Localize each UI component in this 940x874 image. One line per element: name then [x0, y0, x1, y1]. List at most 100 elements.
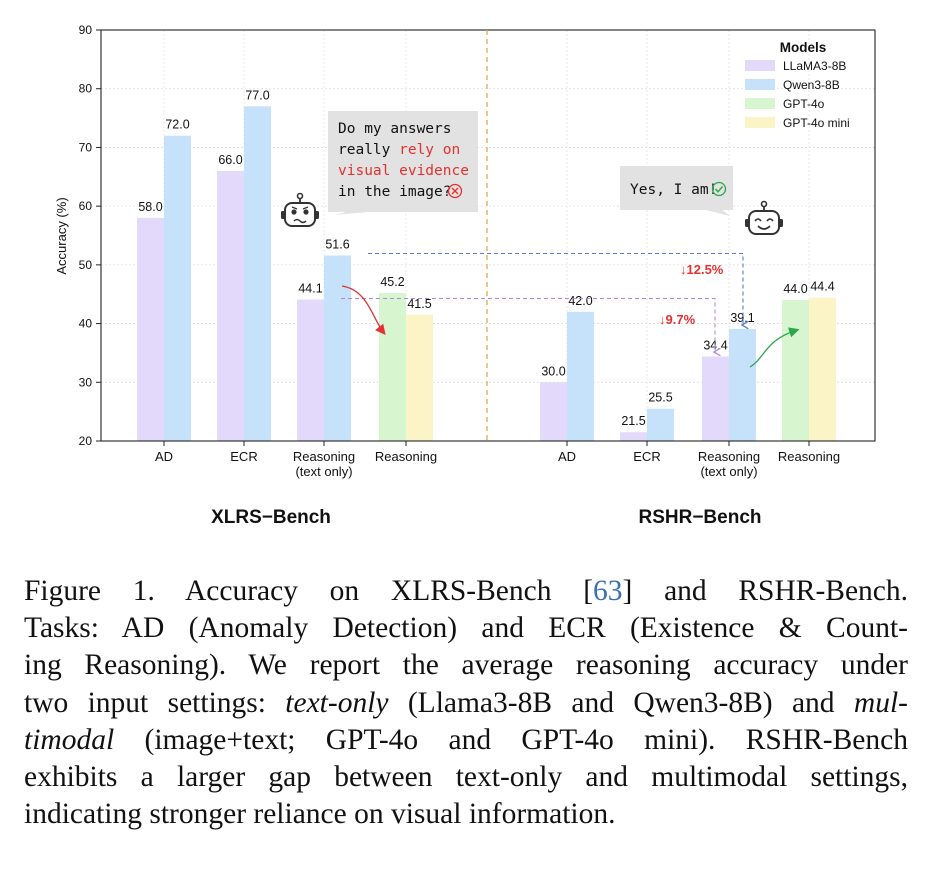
- bar-value-label: 58.0: [138, 200, 162, 214]
- bar-gpt-4o-mini: [406, 314, 433, 441]
- caption-line-7: indicating stronger reliance on visual i…: [24, 798, 616, 831]
- accuracy-figure: 58.0 72.0 66.0 77.0 44.1 51.6 45.241.5 30.0 42.0…: [54, 23, 876, 528]
- caption-line-2: Tasks: AD (Anomaly Detection) and ECR (E…: [24, 612, 908, 645]
- caption-line-6: exhibits a larger gap between text-only …: [24, 761, 908, 794]
- bar-llama3-8b: [137, 217, 164, 441]
- legend-swatch: [745, 117, 775, 128]
- caption-italic: text-only: [285, 686, 389, 719]
- y-tick-label: 30: [79, 375, 93, 389]
- llama-drop-label: ↓9.7%: [659, 312, 696, 327]
- plot-frame: [100, 29, 876, 442]
- legend-entry: Qwen3-8B: [783, 78, 840, 92]
- xlrs-bench-title: XLRS−Bench: [211, 507, 331, 528]
- x-category-label: Reasoning (text only): [293, 449, 355, 479]
- cross-circle-icon: [447, 183, 463, 199]
- y-axis: 20 30 40 50 60 70 80 90: [79, 23, 101, 448]
- bar-value-label: 21.5: [621, 414, 645, 428]
- y-tick-label: 60: [79, 199, 93, 213]
- check-circle-icon: [711, 181, 727, 197]
- bar-value-label: 44.0: [783, 282, 807, 296]
- worried-robot-icon: [281, 192, 319, 227]
- bars: [137, 106, 836, 441]
- bar-value-label: 51.6: [325, 237, 349, 251]
- legend-swatch: [745, 98, 775, 109]
- legend-entry: GPT-4o mini: [783, 116, 850, 130]
- caption-text: (image+text; GPT-4o and GPT-4o mini). RS…: [114, 723, 908, 756]
- caption-italic: timodal: [24, 723, 115, 756]
- caption-text: Figure 1. Accuracy on XLRS-Bench [: [24, 575, 594, 607]
- llama-drop-connector: [341, 297, 715, 353]
- figure-caption: Figure 1. Accuracy on XLRS-Bench [63] an…: [24, 573, 908, 833]
- bubble-right-text: Yes, I am!: [630, 182, 717, 198]
- caption-italic: mul-: [853, 686, 908, 719]
- bar-value-label: 45.2: [380, 275, 404, 289]
- y-tick-label: 20: [79, 434, 93, 448]
- red-curved-arrow: [341, 285, 386, 336]
- bar-llama3-8b: [217, 170, 244, 441]
- bar-value-label: 30.0: [541, 364, 565, 378]
- speech-bubble-right: Yes, I am!: [620, 166, 733, 216]
- bar-value-labels: 58.0 72.0 66.0 77.0 44.1 51.6 45.241.5 30.0 42.0…: [138, 88, 834, 428]
- bubble-left-line4: in the image?: [338, 184, 452, 200]
- rshr-bench-title: RSHR−Bench: [639, 507, 762, 528]
- caption-line-1: Figure 1. Accuracy on XLRS-Bench [63] an…: [24, 573, 908, 610]
- x-category-label: Reasoning: [778, 449, 840, 464]
- bar-llama3-8b: [620, 432, 647, 441]
- speech-bubble-left: Do my answers really rely on visual evid…: [328, 111, 478, 215]
- green-curved-arrow: [749, 327, 800, 368]
- bar-value-label: 42.0: [568, 294, 592, 308]
- bar-qwen3-8b: [244, 106, 271, 441]
- legend-swatch: [745, 79, 775, 90]
- x-category-label: ECR: [230, 449, 257, 464]
- bar-value-label: 44.4: [810, 280, 834, 294]
- y-tick-label: 40: [79, 317, 93, 331]
- bubble-left-line3: visual evidence: [338, 163, 469, 179]
- bar-value-label: 41.5: [407, 297, 431, 311]
- caption-text: (Llama3-8B and Qwen3-8B) and: [388, 686, 854, 719]
- y-tick-label: 90: [79, 23, 93, 37]
- bar-value-label: 25.5: [648, 391, 672, 405]
- bar-value-label: 44.1: [298, 281, 322, 295]
- x-category-label: Reasoning (text only): [698, 449, 760, 479]
- legend-entry: LLaMA3-8B: [783, 59, 846, 73]
- caption-line-5: timodal (image+text; GPT-4o and GPT-4o m…: [24, 722, 908, 759]
- caption-line-4: two input settings: text-only (Llama3-8B…: [24, 685, 908, 722]
- bar-qwen3-8b: [324, 255, 351, 441]
- svg-text:really rely on: really rely on: [338, 142, 460, 158]
- bar-qwen3-8b: [164, 135, 191, 441]
- x-category-label: AD: [558, 449, 576, 464]
- x-axis: AD ECR Reasoning (text only) Reasoning AD ECR R…: [155, 441, 840, 479]
- legend: Models LLaMA3-8B Qwen3-8B GPT-4o GPT-4o min…: [745, 40, 850, 130]
- caption-text: ] and RSHR-Bench.: [622, 575, 909, 607]
- bar-gpt-4o: [782, 300, 809, 441]
- x-category-label: AD: [155, 449, 173, 464]
- bar-qwen3-8b: [647, 408, 674, 441]
- bar-value-label: 66.0: [218, 153, 242, 167]
- bar-llama3-8b: [540, 382, 567, 441]
- bar-gpt-4o: [379, 293, 406, 441]
- y-axis-label: Accuracy (%): [54, 197, 69, 274]
- citation-link[interactable]: 63: [593, 575, 623, 607]
- legend-entry: GPT-4o: [783, 97, 825, 111]
- bar-value-label: 72.0: [165, 118, 189, 132]
- y-tick-label: 70: [79, 140, 93, 154]
- x-category-label: ECR: [633, 449, 660, 464]
- bar-llama3-8b: [702, 356, 729, 441]
- bubble-left-line1: Do my answers: [338, 121, 452, 137]
- bubble-left-line2b: rely on: [399, 142, 460, 158]
- happy-robot-icon: [745, 200, 783, 235]
- y-tick-label: 50: [79, 258, 93, 272]
- legend-swatch: [745, 60, 775, 71]
- x-category-label: Reasoning: [375, 449, 437, 464]
- bar-value-label: 39.1: [730, 311, 754, 325]
- caption-line-3: ing Reasoning). We report the average re…: [24, 649, 908, 682]
- qwen-drop-connector: [368, 252, 743, 326]
- legend-title: Models: [780, 40, 827, 55]
- qwen-drop-label: ↓12.5%: [680, 262, 724, 277]
- bar-gpt-4o-mini: [809, 297, 836, 441]
- y-tick-label: 80: [79, 82, 93, 96]
- bar-qwen3-8b: [567, 311, 594, 441]
- bubble-left-line2a: really: [338, 142, 399, 158]
- bar-value-label: 77.0: [245, 88, 269, 102]
- bar-llama3-8b: [297, 299, 324, 441]
